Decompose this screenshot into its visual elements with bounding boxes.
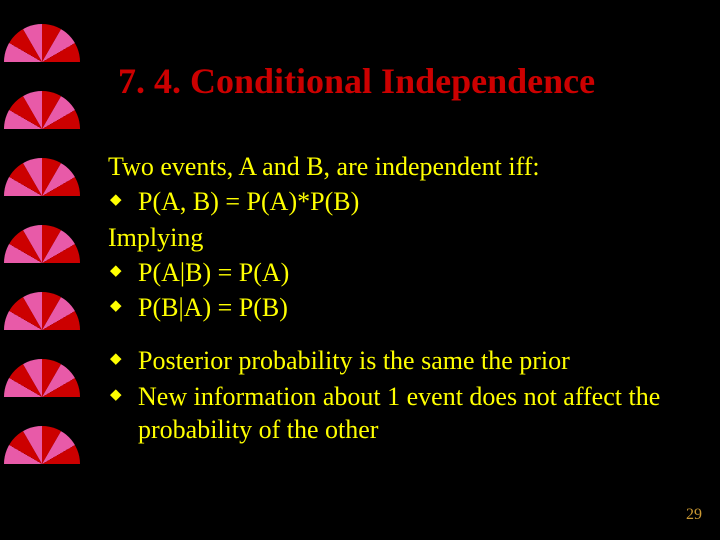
bullet-item: ◆P(B|A) = P(B) <box>108 291 668 324</box>
bullet-item: ◆P(A, B) = P(A)*P(B) <box>108 185 668 218</box>
decoration-arc <box>4 225 80 301</box>
decoration-arc <box>4 24 80 100</box>
bullet-item: ◆P(A|B) = P(A) <box>108 256 668 289</box>
bullet-text: P(A, B) = P(A)*P(B) <box>138 185 668 218</box>
body-paragraph: Implying <box>108 221 668 254</box>
bullet-item: ◆New information about 1 event does not … <box>108 380 668 447</box>
decoration-arc <box>4 426 80 502</box>
bullet-icon: ◆ <box>108 291 138 321</box>
side-decoration <box>0 24 88 504</box>
bullet-icon: ◆ <box>108 344 138 374</box>
bullet-text: New information about 1 event does not a… <box>138 380 668 447</box>
bullet-text: Posterior probability is the same the pr… <box>138 344 668 377</box>
bullet-text: P(B|A) = P(B) <box>138 291 668 324</box>
bullet-text: P(A|B) = P(A) <box>138 256 668 289</box>
slide-title: 7. 4. Conditional Independence <box>118 60 595 102</box>
decoration-arc <box>4 359 80 435</box>
body-paragraph: Two events, A and B, are independent iff… <box>108 150 668 183</box>
page-number: 29 <box>686 506 702 524</box>
decoration-arc <box>4 91 80 167</box>
bullet-icon: ◆ <box>108 380 138 410</box>
slide: 7. 4. Conditional Independence Two event… <box>0 0 720 540</box>
decoration-arc <box>4 158 80 234</box>
decoration-arc <box>4 292 80 368</box>
bullet-icon: ◆ <box>108 256 138 286</box>
spacer <box>108 326 668 344</box>
slide-body: Two events, A and B, are independent iff… <box>108 150 668 448</box>
bullet-item: ◆Posterior probability is the same the p… <box>108 344 668 377</box>
bullet-icon: ◆ <box>108 185 138 215</box>
